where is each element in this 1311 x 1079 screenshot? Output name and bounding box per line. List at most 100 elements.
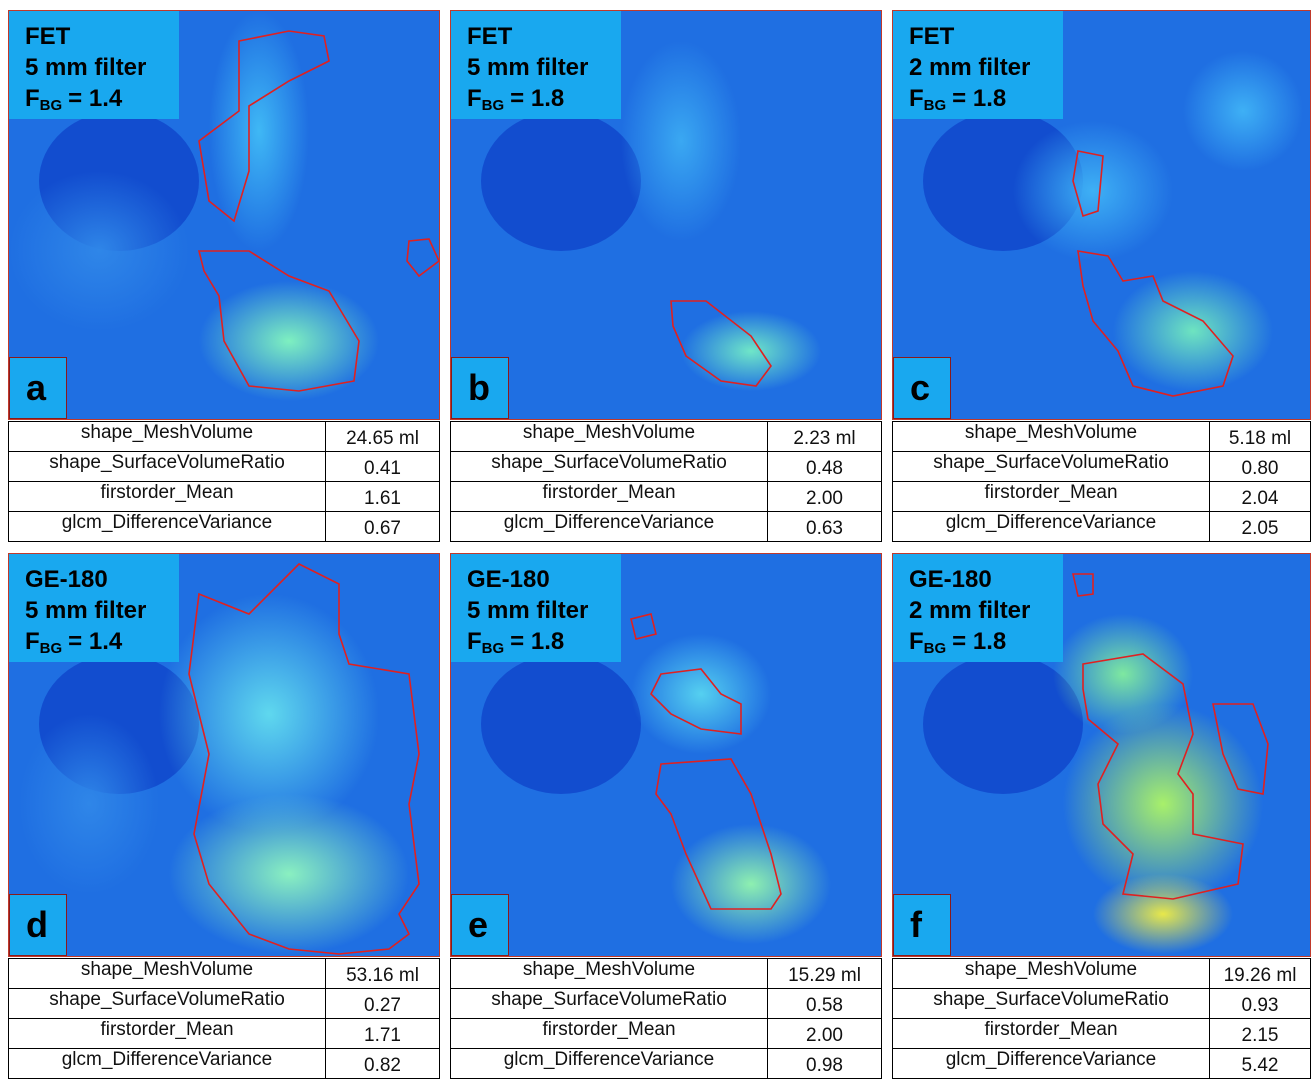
panel-letter: f: [893, 894, 951, 956]
fbg-value: = 1.4: [68, 85, 122, 112]
intensity-blob: [209, 11, 309, 251]
fbg-label: FBG= 1.8: [467, 83, 621, 121]
feature-value: 0.98: [768, 1049, 882, 1079]
feature-value: 0.58: [768, 989, 882, 1019]
filter-label: 5 mm filter: [25, 595, 179, 626]
fbg-label: FBG= 1.8: [467, 626, 621, 664]
feature-name: glcm_DifferenceVariance: [9, 1049, 326, 1079]
table-row: glcm_DifferenceVariance0.98: [451, 1049, 882, 1079]
pet-image: GE-1805 mm filterFBG= 1.8e: [450, 553, 882, 957]
label-box: FET2 mm filterFBG= 1.8: [893, 11, 1063, 119]
table-row: glcm_DifferenceVariance0.67: [9, 512, 440, 542]
intensity-blob: [9, 171, 189, 331]
intensity-blob: [621, 41, 741, 241]
feature-value: 0.80: [1210, 452, 1311, 482]
feature-name: shape_MeshVolume: [893, 959, 1210, 989]
feature-value: 24.65 ml: [326, 422, 440, 452]
table-row: glcm_DifferenceVariance5.42: [893, 1049, 1311, 1079]
fbg-value: = 1.8: [952, 628, 1006, 655]
feature-name: shape_SurfaceVolumeRatio: [893, 452, 1210, 482]
feature-name: glcm_DifferenceVariance: [893, 1049, 1210, 1079]
feature-name: firstorder_Mean: [451, 1019, 768, 1049]
pet-image: FET5 mm filterFBG= 1.4a: [8, 10, 440, 420]
feature-name: glcm_DifferenceVariance: [451, 512, 768, 542]
feature-name: glcm_DifferenceVariance: [451, 1049, 768, 1079]
fbg-subscript: BG: [482, 640, 505, 657]
feature-value: 5.42: [1210, 1049, 1311, 1079]
fbg-value: = 1.4: [68, 628, 122, 655]
fbg-label: FBG= 1.8: [909, 83, 1063, 121]
feature-value: 2.15: [1210, 1019, 1311, 1049]
feature-name: firstorder_Mean: [893, 482, 1210, 512]
feature-value: 1.61: [326, 482, 440, 512]
tracer-label: GE-180: [909, 564, 1063, 595]
feature-value: 15.29 ml: [768, 959, 882, 989]
table-row: firstorder_Mean1.71: [9, 1019, 440, 1049]
intensity-blob: [159, 594, 379, 834]
tracer-label: FET: [467, 21, 621, 52]
feature-name: shape_MeshVolume: [9, 959, 326, 989]
feature-name: firstorder_Mean: [9, 1019, 326, 1049]
feature-value: 5.18 ml: [1210, 422, 1311, 452]
feature-name: glcm_DifferenceVariance: [9, 512, 326, 542]
intensity-blob: [199, 281, 379, 401]
figure: {"panels": [ {"tracer": "FET", "filter":…: [0, 0, 1311, 1076]
fbg-symbol: F: [909, 628, 924, 655]
intensity-blob: [1013, 121, 1173, 261]
feature-name: firstorder_Mean: [451, 482, 768, 512]
panel-letter: d: [9, 894, 67, 956]
fbg-symbol: F: [25, 85, 40, 112]
feature-name: firstorder_Mean: [9, 482, 326, 512]
fbg-label: FBG= 1.4: [25, 626, 179, 664]
filter-label: 2 mm filter: [909, 595, 1063, 626]
fbg-value: = 1.8: [952, 85, 1006, 112]
feature-name: shape_MeshVolume: [451, 422, 768, 452]
fbg-symbol: F: [467, 85, 482, 112]
label-box: GE-1802 mm filterFBG = 1.8: [893, 554, 1063, 662]
intensity-blob: [1093, 874, 1233, 954]
fbg-subscript: BG: [924, 640, 947, 657]
pet-image: FET5 mm filterFBG= 1.8b: [450, 10, 882, 420]
feature-name: shape_SurfaceVolumeRatio: [9, 452, 326, 482]
feature-name: firstorder_Mean: [893, 1019, 1210, 1049]
tracer-label: FET: [25, 21, 179, 52]
fbg-label: FBG = 1.8: [909, 626, 1063, 664]
feature-value: 2.05: [1210, 512, 1311, 542]
intensity-blob: [19, 714, 159, 894]
table-body: shape_MeshVolume5.18 mlshape_SurfaceVolu…: [893, 422, 1311, 542]
feature-value: 2.23 ml: [768, 422, 882, 452]
filter-label: 5 mm filter: [467, 52, 621, 83]
intensity-blob: [671, 824, 831, 944]
feature-value: 1.71: [326, 1019, 440, 1049]
table-row: shape_SurfaceVolumeRatio0.93: [893, 989, 1311, 1019]
tracer-label: FET: [909, 21, 1063, 52]
feature-name: glcm_DifferenceVariance: [893, 512, 1210, 542]
feature-value: 0.48: [768, 452, 882, 482]
label-box: FET5 mm filterFBG= 1.4: [9, 11, 179, 119]
feature-value: 0.63: [768, 512, 882, 542]
intensity-blob: [1113, 271, 1273, 391]
fbg-subscript: BG: [40, 640, 63, 657]
intensity-blob: [681, 311, 821, 391]
fbg-label: FBG= 1.4: [25, 83, 179, 121]
table-body: shape_MeshVolume19.26 mlshape_SurfaceVol…: [893, 959, 1311, 1079]
feature-value: 0.67: [326, 512, 440, 542]
filter-label: 5 mm filter: [467, 595, 621, 626]
fbg-subscript: BG: [482, 97, 505, 114]
